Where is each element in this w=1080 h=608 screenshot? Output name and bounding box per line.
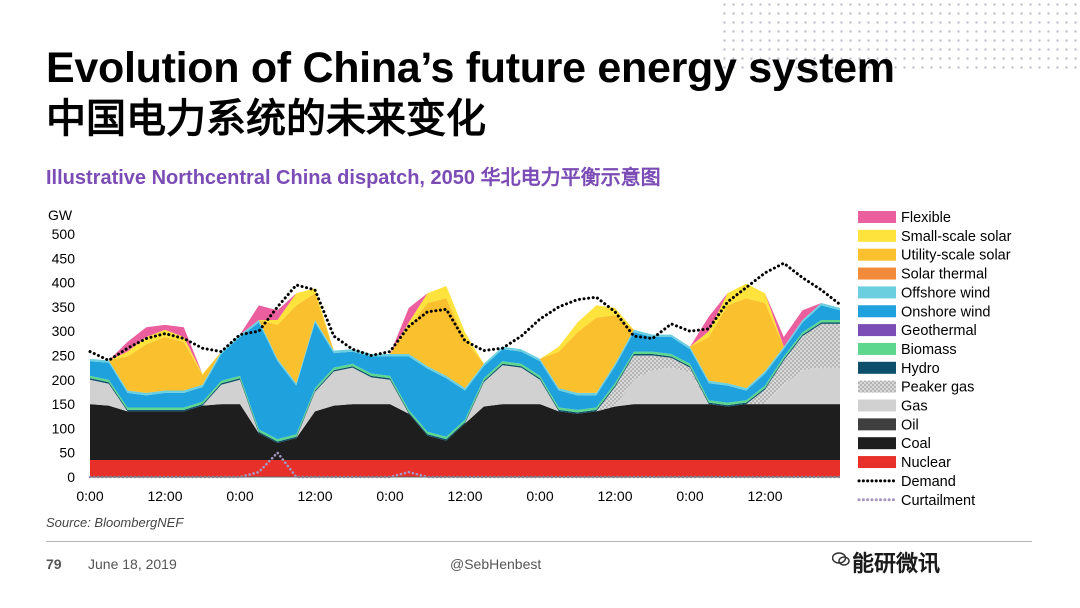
source-note: Source: BloombergNEF [46,515,184,530]
legend-swatch-small-scale-solar [858,229,896,242]
page-number: 79 [46,556,62,572]
y-tick-label: 300 [52,323,76,339]
x-tick-label: 0:00 [676,488,703,504]
legend-label-peaker-gas: Peaker gas [901,380,974,396]
y-tick-label: 200 [52,372,76,388]
legend-swatch-peaker-gas [858,380,896,393]
legend-swatch-flexible [858,211,896,223]
legend-swatch-offshore-wind [858,286,896,299]
legend-label-utility-scale-solar: Utility-scale solar [901,248,1011,264]
demand-line [88,261,842,363]
x-tick-label: 0:00 [376,488,403,504]
chart-subtitle: Illustrative Northcentral China dispatch… [46,167,661,189]
legend-swatch-solar-thermal [858,267,896,280]
chart-legend: Flexible Small-scale solar Utility-scale s… [857,210,1012,509]
legend-label-oil: Oil [901,417,919,433]
area-gas [90,365,840,443]
legend-swatch-biomass [858,342,896,355]
x-tick-label: 12:00 [597,488,632,504]
legend-label-geothermal: Geothermal [901,323,977,339]
y-tick-label: 150 [52,396,76,412]
y-tick-label: 350 [52,299,76,315]
legend-label-demand: Demand [901,474,956,490]
legend-label-curtailment: Curtailment [901,493,975,509]
legend-label-nuclear: Nuclear [901,455,951,471]
legend-swatch-onshore-wind [858,305,896,318]
x-tick-label: 0:00 [226,488,253,504]
legend-label-offshore-wind: Offshore wind [901,285,990,301]
legend-label-hydro: Hydro [901,361,940,377]
legend-swatch-gas [858,399,896,412]
stacked-areas [90,283,840,477]
y-tick-label: 100 [52,420,76,436]
footer-date: June 18, 2019 [88,556,177,572]
y-tick-label: 250 [52,348,76,364]
legend-swatch-nuclear [858,456,896,469]
y-tick-label: 50 [59,445,75,461]
dot-pattern-decoration [720,0,1080,70]
area-offshore-wind [90,303,840,396]
footer-divider [46,541,1032,542]
page-title: Evolution of China’s future energy syste… [46,44,895,92]
dispatch-chart: GW 0 50 100 150 200 250 300 350 400 450 500 0:00 12:0… [48,207,1012,509]
footer-brand: 能研微讯 [852,552,941,577]
x-tick-label: 12:00 [297,488,332,504]
y-axis-label: GW [48,207,73,223]
x-tick-label: 0:00 [526,488,553,504]
page-title-chinese: 中国电力系统的未来变化 [46,96,486,142]
x-tick-label: 0:00 [76,488,103,504]
legend-label-onshore-wind: Onshore wind [901,304,990,320]
legend-label-gas: Gas [901,399,928,415]
footer-handle: @SebHenbest [450,556,542,572]
legend-label-biomass: Biomass [901,342,957,358]
legend-swatch-hydro [858,361,896,374]
chart-axes: GW 0 50 100 150 200 250 300 350 400 450 500 0:00 12:0… [48,207,840,504]
legend-swatch-oil [858,418,896,431]
y-tick-label: 0 [67,469,75,485]
legend-swatch-utility-scale-solar [858,248,896,261]
legend-label-small-scale-solar: Small-scale solar [901,229,1012,245]
x-tick-label: 12:00 [147,488,182,504]
area-coal [90,404,840,460]
legend-swatch-coal [858,437,896,450]
y-tick-label: 450 [52,250,76,266]
legend-label-solar-thermal: Solar thermal [901,267,987,283]
legend-swatch-geothermal [858,324,896,337]
legend-label-coal: Coal [901,436,931,452]
y-tick-label: 500 [52,226,76,242]
area-nuclear [90,460,840,477]
y-tick-label: 400 [52,275,76,291]
x-tick-label: 12:00 [747,488,782,504]
wechat-icon [832,552,850,566]
area-onshore-wind [90,305,840,440]
x-tick-label: 12:00 [447,488,482,504]
legend-label-flexible: Flexible [901,210,951,226]
area-utility-scale-solar [90,293,840,393]
